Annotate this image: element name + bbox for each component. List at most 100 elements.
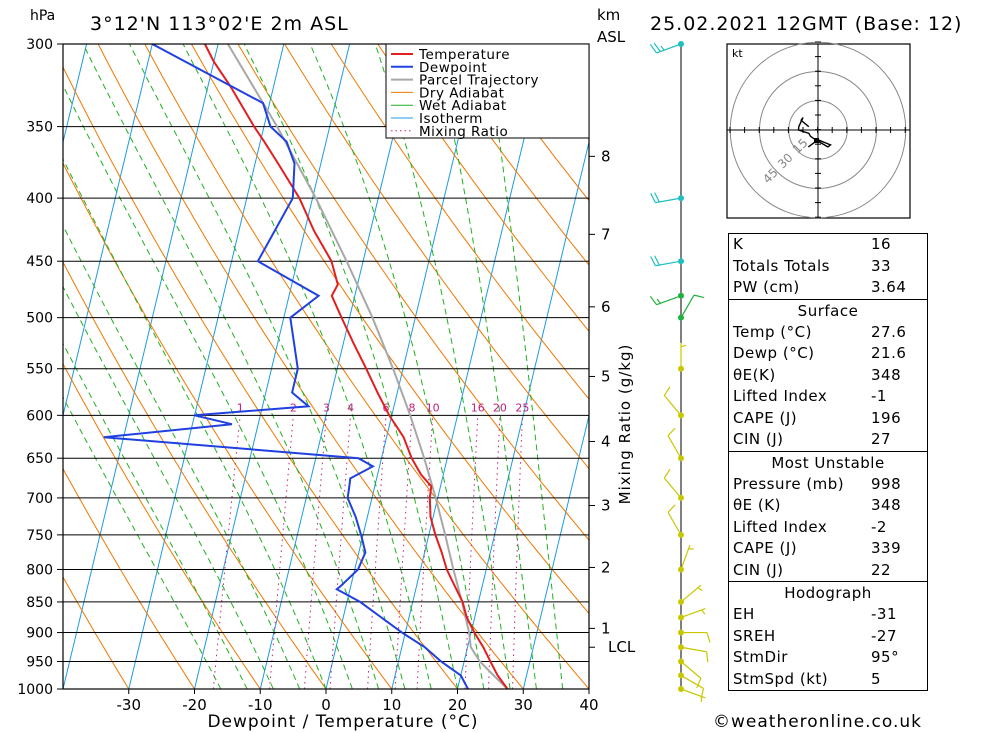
wind-barb-half-feather xyxy=(701,609,706,615)
isotherm-line xyxy=(63,44,153,418)
temperature-tick-label: -30 xyxy=(117,696,142,714)
isotherm-line xyxy=(128,44,285,689)
wind-barb xyxy=(678,608,706,621)
temperature-tick-label: 0 xyxy=(321,696,331,714)
surface-row: CIN (J) 27 xyxy=(733,430,892,448)
wind-barb xyxy=(678,644,709,663)
wind-barb-feather xyxy=(649,44,658,54)
pressure-tick-label: 600 xyxy=(26,408,53,424)
wind-barb xyxy=(678,629,711,643)
legend-label: Temperature xyxy=(418,47,510,63)
isotherm-line xyxy=(194,44,351,689)
wind-barb-staff xyxy=(680,294,695,318)
mixing-ratio-label: 8 xyxy=(409,401,416,414)
mixing-ratio-line xyxy=(303,415,327,689)
temperature-tick-label: -20 xyxy=(182,696,207,714)
height-tick-label: 5 xyxy=(601,367,611,385)
dry-adiabat-line xyxy=(330,44,589,400)
hodograph-stats-title: Hodograph xyxy=(784,584,872,602)
legend-label: Mixing Ratio xyxy=(419,124,508,140)
legend-label: Parcel Trajectory xyxy=(419,73,539,89)
legend-label: Dry Adiabat xyxy=(419,85,504,101)
mu-row: Lifted Index -2 xyxy=(733,517,887,536)
isotherm-line xyxy=(259,44,416,689)
wind-barb xyxy=(649,292,684,306)
wind-barb-staff xyxy=(680,646,707,653)
wind-barb-staff xyxy=(663,477,682,499)
wet-adiabat-line xyxy=(129,44,406,689)
pressure-tick-label: 950 xyxy=(26,655,53,671)
storm-motion-marker xyxy=(814,138,819,143)
wind-barb xyxy=(650,192,684,204)
wind-barb xyxy=(667,427,684,462)
surface-box: Surface Temp (°C) 27.6 Dewp (°C) 21.6 θE(K… xyxy=(728,299,928,452)
surface-row: CAPE (J) 196 xyxy=(733,408,902,427)
pressure-tick-label: 900 xyxy=(26,626,53,642)
wind-barb-staff xyxy=(667,512,682,536)
pressure-tick-label: 500 xyxy=(26,311,53,327)
surface-row: θE(K) 348 xyxy=(733,365,902,384)
wet-adiabat-line xyxy=(63,84,353,689)
wind-barb-feather xyxy=(654,192,660,203)
dewpoint-line xyxy=(103,44,469,689)
wind-barb xyxy=(678,686,706,702)
isotherm-line xyxy=(457,140,589,689)
wind-barb-staff xyxy=(680,661,702,679)
wind-barb xyxy=(667,504,684,538)
wet-adiabat-line xyxy=(63,285,274,689)
pressure-tick-label: 700 xyxy=(26,491,53,507)
mu-row: θE (K) 348 xyxy=(733,496,902,514)
pressure-tick-label: 350 xyxy=(26,120,53,136)
dry-adiabat-line xyxy=(63,467,195,689)
hpa-unit-label: hPa xyxy=(30,8,55,24)
wind-barb-feather xyxy=(700,688,705,699)
pressure-tick-label: 850 xyxy=(26,595,53,611)
pressure-tick-label: 400 xyxy=(26,191,53,207)
legend-label: Wet Adiabat xyxy=(419,98,507,114)
wind-barb-staff xyxy=(680,584,702,603)
wind-barb-staff xyxy=(656,43,682,54)
pressure-tick-label: 1000 xyxy=(17,682,53,698)
wind-barb xyxy=(650,255,684,267)
mixing-ratio-label: 1 xyxy=(237,401,244,414)
isotherm-line xyxy=(588,686,589,689)
wind-barb-feather xyxy=(706,632,711,643)
temperature-tick-label: 40 xyxy=(579,696,598,714)
wind-barb-feather xyxy=(653,42,661,52)
temperature-tick-label: 20 xyxy=(448,696,467,714)
wind-barb xyxy=(678,342,687,372)
wind-barb-staff xyxy=(667,435,682,459)
pw-row: PW (cm) 3.64 xyxy=(733,278,907,296)
hodo-row: SREH -27 xyxy=(733,626,897,645)
mixing-ratio-label: 16 xyxy=(471,401,485,414)
mu-row: CAPE (J) 339 xyxy=(733,539,902,557)
height-tick-label: 1 xyxy=(601,619,611,637)
most-unstable-box: Most Unstable Pressure (mb) 998 θE (K) 348… xyxy=(728,451,928,582)
totals-totals-row: Totals Totals 33 xyxy=(733,256,892,275)
wind-barb-feather xyxy=(654,255,660,266)
temperature-tick-label: 30 xyxy=(514,696,533,714)
wind-barb xyxy=(663,386,684,419)
hodograph-unit: kt xyxy=(732,47,743,60)
dry-adiabat-line xyxy=(237,44,589,541)
height-tick-label: 7 xyxy=(601,225,611,243)
isotherm-line xyxy=(325,44,482,689)
temperature-line xyxy=(204,44,509,689)
isotherm-line xyxy=(522,413,589,689)
hodograph-trace xyxy=(797,117,832,148)
mixing-ratio-label: 10 xyxy=(426,401,440,414)
mixing-ratio-axis-title: Mixing Ratio (g/kg) xyxy=(616,344,634,505)
surface-row: Lifted Index -1 xyxy=(733,387,887,405)
temperature-tick-label: -10 xyxy=(248,696,273,714)
wind-barb xyxy=(663,468,684,501)
wind-barb-feather xyxy=(650,256,656,267)
wind-barb-staff xyxy=(680,544,691,570)
wind-barb-half-feather xyxy=(660,45,665,51)
wind-barb xyxy=(678,672,705,699)
wind-barb-feather xyxy=(663,468,671,479)
hodo-row: StmDir 95° xyxy=(733,648,900,666)
surface-title: Surface xyxy=(797,301,859,320)
date-title: 25.02.2021 12GMT (Base: 12) xyxy=(650,13,962,35)
wind-barb-staff xyxy=(655,260,682,267)
